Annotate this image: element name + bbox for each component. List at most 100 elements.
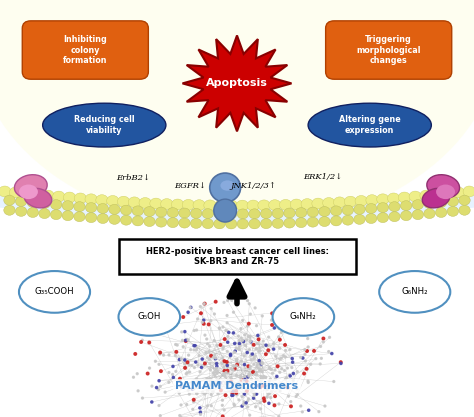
Point xyxy=(304,344,312,350)
Point xyxy=(264,394,271,400)
Circle shape xyxy=(50,200,62,210)
Point xyxy=(230,401,238,407)
Point xyxy=(193,376,201,382)
Point xyxy=(224,297,231,304)
Circle shape xyxy=(109,214,120,224)
Point xyxy=(235,333,242,339)
Point xyxy=(264,342,272,349)
Point xyxy=(233,358,240,364)
Point xyxy=(248,351,256,357)
Point xyxy=(303,366,310,372)
Point xyxy=(212,298,219,305)
Point xyxy=(241,361,248,368)
Point xyxy=(231,365,238,372)
Point xyxy=(227,365,235,372)
Point xyxy=(290,370,297,377)
Point xyxy=(267,394,274,401)
Point xyxy=(258,360,265,367)
Point xyxy=(315,408,323,415)
Point xyxy=(206,360,214,367)
Point xyxy=(219,397,226,404)
Point xyxy=(181,361,188,367)
Point xyxy=(257,361,265,367)
Point xyxy=(280,352,287,359)
Point xyxy=(228,297,236,304)
Point xyxy=(232,344,240,351)
Point xyxy=(301,346,309,353)
Ellipse shape xyxy=(210,173,240,202)
Circle shape xyxy=(96,195,108,206)
Point xyxy=(247,357,255,363)
Point xyxy=(229,392,237,399)
Point xyxy=(152,323,159,329)
Point xyxy=(253,377,260,384)
Circle shape xyxy=(261,219,272,229)
Point xyxy=(265,334,273,340)
Point xyxy=(183,369,191,376)
Point xyxy=(215,384,223,391)
Point xyxy=(286,372,294,379)
Point xyxy=(201,391,208,397)
Circle shape xyxy=(39,208,50,219)
Point xyxy=(190,347,198,353)
Point xyxy=(247,352,255,359)
Point xyxy=(262,351,270,357)
Point xyxy=(246,334,253,340)
Circle shape xyxy=(9,187,22,198)
Circle shape xyxy=(39,198,50,208)
Point xyxy=(264,347,272,354)
Point xyxy=(210,369,218,376)
Circle shape xyxy=(269,200,281,211)
Point xyxy=(256,347,264,354)
Point xyxy=(198,364,205,371)
Point xyxy=(190,386,198,392)
Point xyxy=(276,388,284,394)
Circle shape xyxy=(431,189,443,200)
Point xyxy=(268,310,276,317)
Circle shape xyxy=(377,203,389,213)
Point xyxy=(293,391,301,398)
Circle shape xyxy=(387,193,400,204)
Point xyxy=(139,395,146,402)
Circle shape xyxy=(365,214,377,224)
Point xyxy=(230,363,237,369)
Point xyxy=(244,374,252,380)
Point xyxy=(233,362,240,369)
Point xyxy=(238,377,246,383)
Point xyxy=(207,376,214,382)
Text: Altering gene
expression: Altering gene expression xyxy=(339,116,401,135)
Point xyxy=(319,339,327,345)
Circle shape xyxy=(307,217,319,227)
Point xyxy=(170,374,177,381)
Point xyxy=(190,342,198,349)
Ellipse shape xyxy=(24,188,52,208)
Point xyxy=(199,319,206,326)
Point xyxy=(148,383,156,389)
Circle shape xyxy=(401,211,412,221)
Point xyxy=(184,309,192,316)
Point xyxy=(197,409,204,416)
Point xyxy=(182,338,190,344)
Point xyxy=(237,375,245,382)
Point xyxy=(273,373,281,380)
Point xyxy=(185,362,193,368)
Point xyxy=(230,385,238,392)
Point xyxy=(223,380,231,387)
Point xyxy=(195,378,202,384)
Circle shape xyxy=(139,198,151,208)
Point xyxy=(283,383,291,389)
Ellipse shape xyxy=(19,271,90,313)
Point xyxy=(253,391,260,397)
Point xyxy=(257,378,265,385)
Point xyxy=(160,352,167,359)
Point xyxy=(187,304,195,311)
Point xyxy=(250,395,257,402)
Point xyxy=(244,297,251,304)
Point xyxy=(286,372,293,378)
Ellipse shape xyxy=(273,298,334,336)
Point xyxy=(278,365,285,372)
Point xyxy=(240,352,248,359)
Point xyxy=(178,356,185,362)
Point xyxy=(236,343,243,350)
Point xyxy=(281,342,289,348)
